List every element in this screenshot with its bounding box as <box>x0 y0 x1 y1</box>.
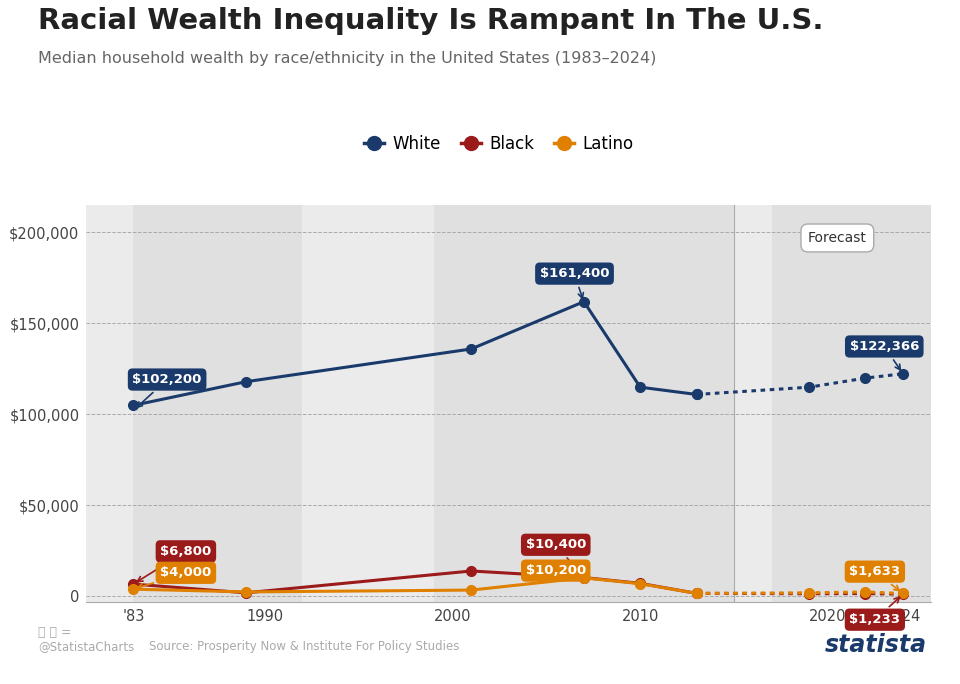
Text: $4,000: $4,000 <box>138 566 211 589</box>
Text: $10,200: $10,200 <box>526 564 586 578</box>
Text: Forecast: Forecast <box>808 231 867 245</box>
Text: Ⓒ ⓘ =: Ⓒ ⓘ = <box>38 626 72 640</box>
Text: statista: statista <box>825 633 926 657</box>
Text: Source: Prosperity Now & Institute For Policy Studies: Source: Prosperity Now & Institute For P… <box>149 640 459 653</box>
Bar <box>133 205 302 602</box>
Legend: White, Black, Latino: White, Black, Latino <box>358 128 640 159</box>
Text: $1,633: $1,633 <box>850 565 900 591</box>
Text: @StatistaCharts: @StatistaCharts <box>38 640 134 653</box>
Text: Racial Wealth Inequality Is Rampant In The U.S.: Racial Wealth Inequality Is Rampant In T… <box>38 7 824 35</box>
Bar <box>302 205 434 602</box>
Bar <box>734 205 772 602</box>
Text: $1,233: $1,233 <box>850 597 900 626</box>
Text: $102,200: $102,200 <box>132 373 202 408</box>
Bar <box>772 205 931 602</box>
Text: Median household wealth by race/ethnicity in the United States (1983–2024): Median household wealth by race/ethnicit… <box>38 51 657 66</box>
Bar <box>434 205 734 602</box>
Text: $122,366: $122,366 <box>850 340 919 370</box>
Text: Z: Z <box>928 651 939 665</box>
Text: $6,800: $6,800 <box>137 545 211 581</box>
Text: $10,400: $10,400 <box>525 538 586 574</box>
Text: $161,400: $161,400 <box>540 267 610 298</box>
